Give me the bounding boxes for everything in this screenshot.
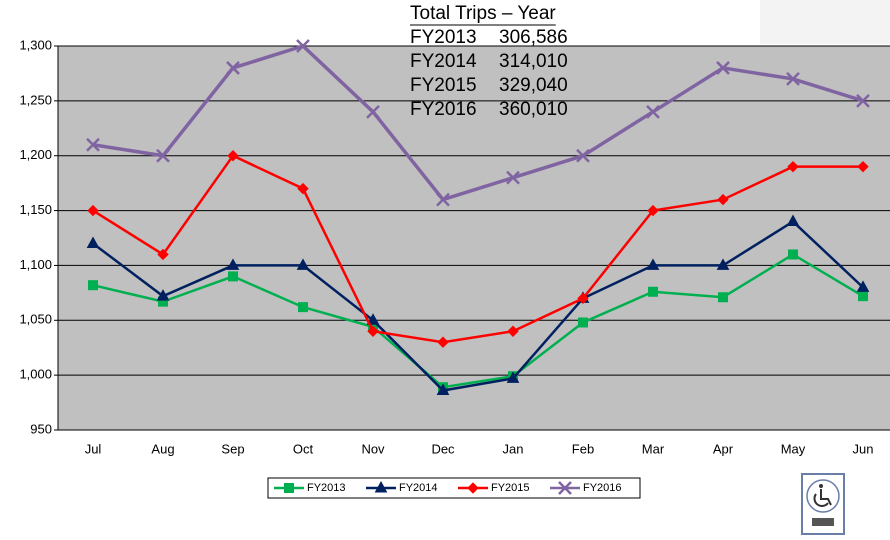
- x-tick-label: Nov: [361, 441, 385, 456]
- x-tick-label: Sep: [221, 441, 244, 456]
- marker: [507, 325, 519, 337]
- legend-marker: [284, 483, 294, 493]
- legend-label: FY2015: [491, 482, 530, 494]
- marker: [717, 193, 729, 206]
- legend-label: FY2014: [399, 482, 438, 494]
- series-line: [92, 252, 864, 389]
- marker: [856, 280, 870, 292]
- x-tick-label: Feb: [572, 441, 594, 456]
- marker: [157, 248, 169, 261]
- x-tick-label: Jan: [503, 441, 524, 456]
- x-tick-label: Apr: [713, 441, 734, 456]
- legend-marker: [374, 480, 388, 493]
- y-tick-label: 950: [30, 421, 52, 436]
- series-line: [92, 154, 863, 344]
- marker: [227, 150, 239, 162]
- marker: [646, 258, 660, 270]
- marker: [786, 214, 800, 227]
- marker: [156, 289, 170, 301]
- marker: [367, 325, 379, 337]
- marker: [86, 236, 100, 248]
- icon-head: [819, 484, 823, 488]
- x-tick-label: Jul: [85, 441, 102, 456]
- y-tick-label: 1,200: [19, 147, 52, 162]
- icon-circle: [806, 479, 840, 513]
- marker: [578, 317, 588, 328]
- marker: [716, 61, 730, 75]
- annotation-total: 360,010: [499, 99, 568, 120]
- y-tick-label: 1,000: [19, 367, 52, 382]
- legend: FY2013 FY2014 FY2015 FY2016: [267, 477, 641, 499]
- plot-area: [58, 46, 890, 430]
- background-decoration: [760, 0, 890, 44]
- marker: [788, 249, 798, 260]
- series-line: [92, 219, 864, 392]
- x-tick-label: Dec: [431, 441, 455, 456]
- marker: [228, 271, 238, 282]
- annotation-year: FY2015: [410, 75, 477, 96]
- marker: [506, 170, 520, 185]
- y-tick-label: 1,050: [19, 312, 52, 327]
- marker: [88, 280, 98, 291]
- marker: [857, 160, 869, 173]
- marker: [366, 104, 380, 119]
- marker: [436, 192, 450, 207]
- y-tick-label: 1,150: [19, 202, 52, 217]
- marker: [646, 104, 660, 119]
- x-tick-label: Oct: [293, 441, 314, 456]
- legend-box: [267, 477, 641, 499]
- marker: [297, 182, 309, 195]
- wheelchair-icon: [801, 473, 845, 535]
- y-tick-label: 1,300: [19, 37, 52, 52]
- annotation-total: 329,040: [499, 75, 568, 96]
- legend-label: FY2013: [307, 482, 346, 494]
- legend-marker: [558, 481, 572, 495]
- marker: [226, 258, 240, 270]
- marker: [858, 291, 868, 302]
- marker: [296, 39, 310, 53]
- marker: [647, 204, 659, 217]
- legend-marker: [467, 482, 479, 494]
- x-tick-label: Mar: [642, 441, 665, 456]
- marker: [786, 72, 800, 86]
- marker: [576, 148, 590, 163]
- annotation-year: FY2014: [410, 51, 477, 72]
- y-tick-label: 1,100: [19, 257, 52, 272]
- marker: [716, 258, 730, 270]
- annotation: Total Trips – Year FY2013 306,586 FY2014 314…: [410, 3, 568, 120]
- marker: [86, 137, 100, 152]
- annotation-year: FY2013: [410, 27, 477, 48]
- marker: [577, 292, 589, 305]
- x-tick-label: Jun: [853, 441, 874, 456]
- marker: [437, 336, 449, 348]
- marker: [506, 371, 520, 383]
- icon-figure: [813, 489, 832, 507]
- marker: [226, 61, 240, 75]
- x-tick-label: Aug: [151, 441, 174, 456]
- y-tick-label: 1,250: [19, 92, 52, 107]
- marker: [366, 313, 380, 325]
- marker: [436, 383, 450, 396]
- legend-label: FY2016: [583, 482, 622, 494]
- icon-base: [812, 518, 834, 526]
- annotation-total: 314,010: [499, 51, 568, 72]
- marker: [648, 286, 658, 297]
- marker: [296, 258, 310, 270]
- marker: [718, 292, 728, 303]
- annotation-year: FY2016: [410, 99, 477, 120]
- marker: [298, 302, 308, 313]
- annotation-total: 306,586: [499, 27, 568, 48]
- marker: [156, 148, 170, 163]
- marker: [856, 93, 870, 108]
- marker: [787, 160, 799, 173]
- x-tick-label: May: [781, 441, 806, 456]
- annotation-header: Total Trips – Year: [410, 3, 556, 24]
- marker: [87, 204, 99, 217]
- series-line: [92, 44, 864, 202]
